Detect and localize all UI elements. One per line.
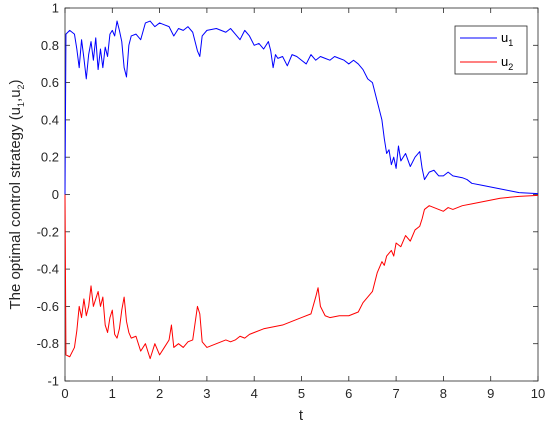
x-tick-label: 10 (531, 386, 545, 401)
legend-box (454, 25, 528, 75)
y-tick-label: 1 (52, 1, 59, 16)
x-tick-label: 6 (345, 386, 352, 401)
y-tick-label: -0.6 (37, 299, 59, 314)
legend: u1 u2 (454, 25, 528, 75)
series-line-u1 (64, 20, 539, 195)
y-tick-label: 0 (52, 187, 59, 202)
series-group (64, 20, 539, 360)
y-tick-label: -0.4 (37, 262, 59, 277)
x-axis-label: t (299, 407, 304, 424)
x-tick-label: 4 (251, 386, 258, 401)
x-tick-label: 2 (156, 386, 163, 401)
x-tick-label: 0 (61, 386, 68, 401)
y-axis-label: The optimal control strategy (u1,u2) (7, 79, 26, 309)
x-tick-label: 3 (203, 386, 210, 401)
y-tick-label: -0.8 (37, 336, 59, 351)
y-tick-label: 0.8 (41, 38, 59, 53)
y-tick-label: -1 (47, 374, 59, 389)
y-tick-label: 0.6 (41, 75, 59, 90)
y-tick-label: 0.4 (41, 112, 59, 127)
x-tick-label: 8 (440, 386, 447, 401)
axis-ticks: 0 1 2 3 4 5 6 7 8 9 10 -1 -0.8 -0.6 -0.4 -0.2 0 0.2 0.4 0.6… (37, 1, 546, 402)
x-tick-label: 1 (109, 386, 116, 401)
legend-label-u1: u1 (501, 30, 513, 48)
x-tick-label: 5 (298, 386, 305, 401)
y-tick-label: 0.2 (41, 150, 59, 165)
x-tick-label: 9 (487, 386, 494, 401)
y-tick-label: -0.2 (37, 224, 59, 239)
x-tick-label: 7 (392, 386, 399, 401)
series-line-u2 (64, 194, 539, 360)
legend-label-u2: u2 (501, 54, 513, 72)
